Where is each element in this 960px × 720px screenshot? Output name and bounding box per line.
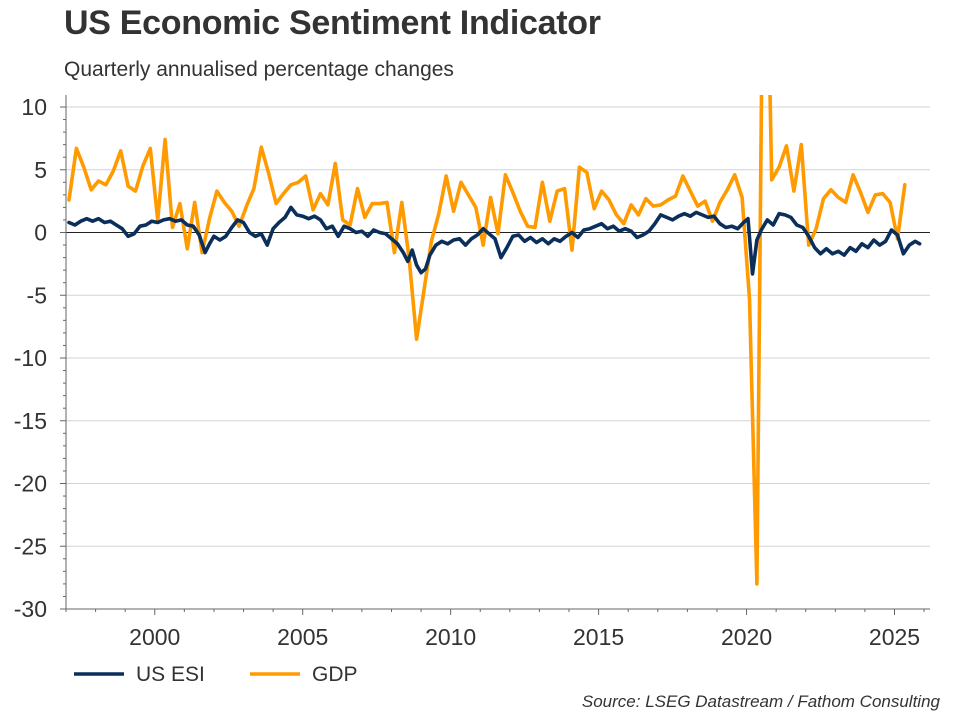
- y-tick-label: -25: [14, 533, 47, 559]
- gridlines: [66, 106, 930, 610]
- series-group: [67, 95, 922, 586]
- y-tick-label: -15: [14, 408, 47, 434]
- y-tick-label: -30: [14, 596, 47, 622]
- x-tick-label: 2010: [425, 624, 476, 650]
- legend-label-gdp: GDP: [312, 663, 358, 686]
- y-tick-label: -10: [14, 345, 47, 371]
- chart-subtitle: Quarterly annualised percentage changes: [64, 58, 454, 81]
- y-tick-label: 0: [34, 220, 47, 246]
- chart-title: US Economic Sentiment Indicator: [64, 4, 601, 42]
- y-tick-label: -20: [14, 471, 47, 497]
- source-note: Source: LSEG Datastream / Fathom Consult…: [581, 692, 940, 711]
- legend-label-us-esi: US ESI: [136, 663, 205, 686]
- y-tick-label: 10: [21, 94, 47, 120]
- series-line-gdp: [67, 95, 907, 586]
- y-tick-label: 5: [34, 157, 47, 183]
- x-tick-label: 2020: [721, 624, 772, 650]
- x-tick-label: 2000: [129, 624, 180, 650]
- y-tick-label: -5: [27, 282, 47, 308]
- series-line-us-esi: [67, 205, 922, 276]
- x-tick-label: 2025: [869, 624, 920, 650]
- axes: 10 5 0 -5 -10 -15 -20 -25 -30 2000 2005 2010 2015 202…: [14, 94, 930, 650]
- legend: US ESI GDP: [74, 663, 358, 686]
- x-tick-label: 2005: [277, 624, 328, 650]
- x-tick-label: 2015: [573, 624, 624, 650]
